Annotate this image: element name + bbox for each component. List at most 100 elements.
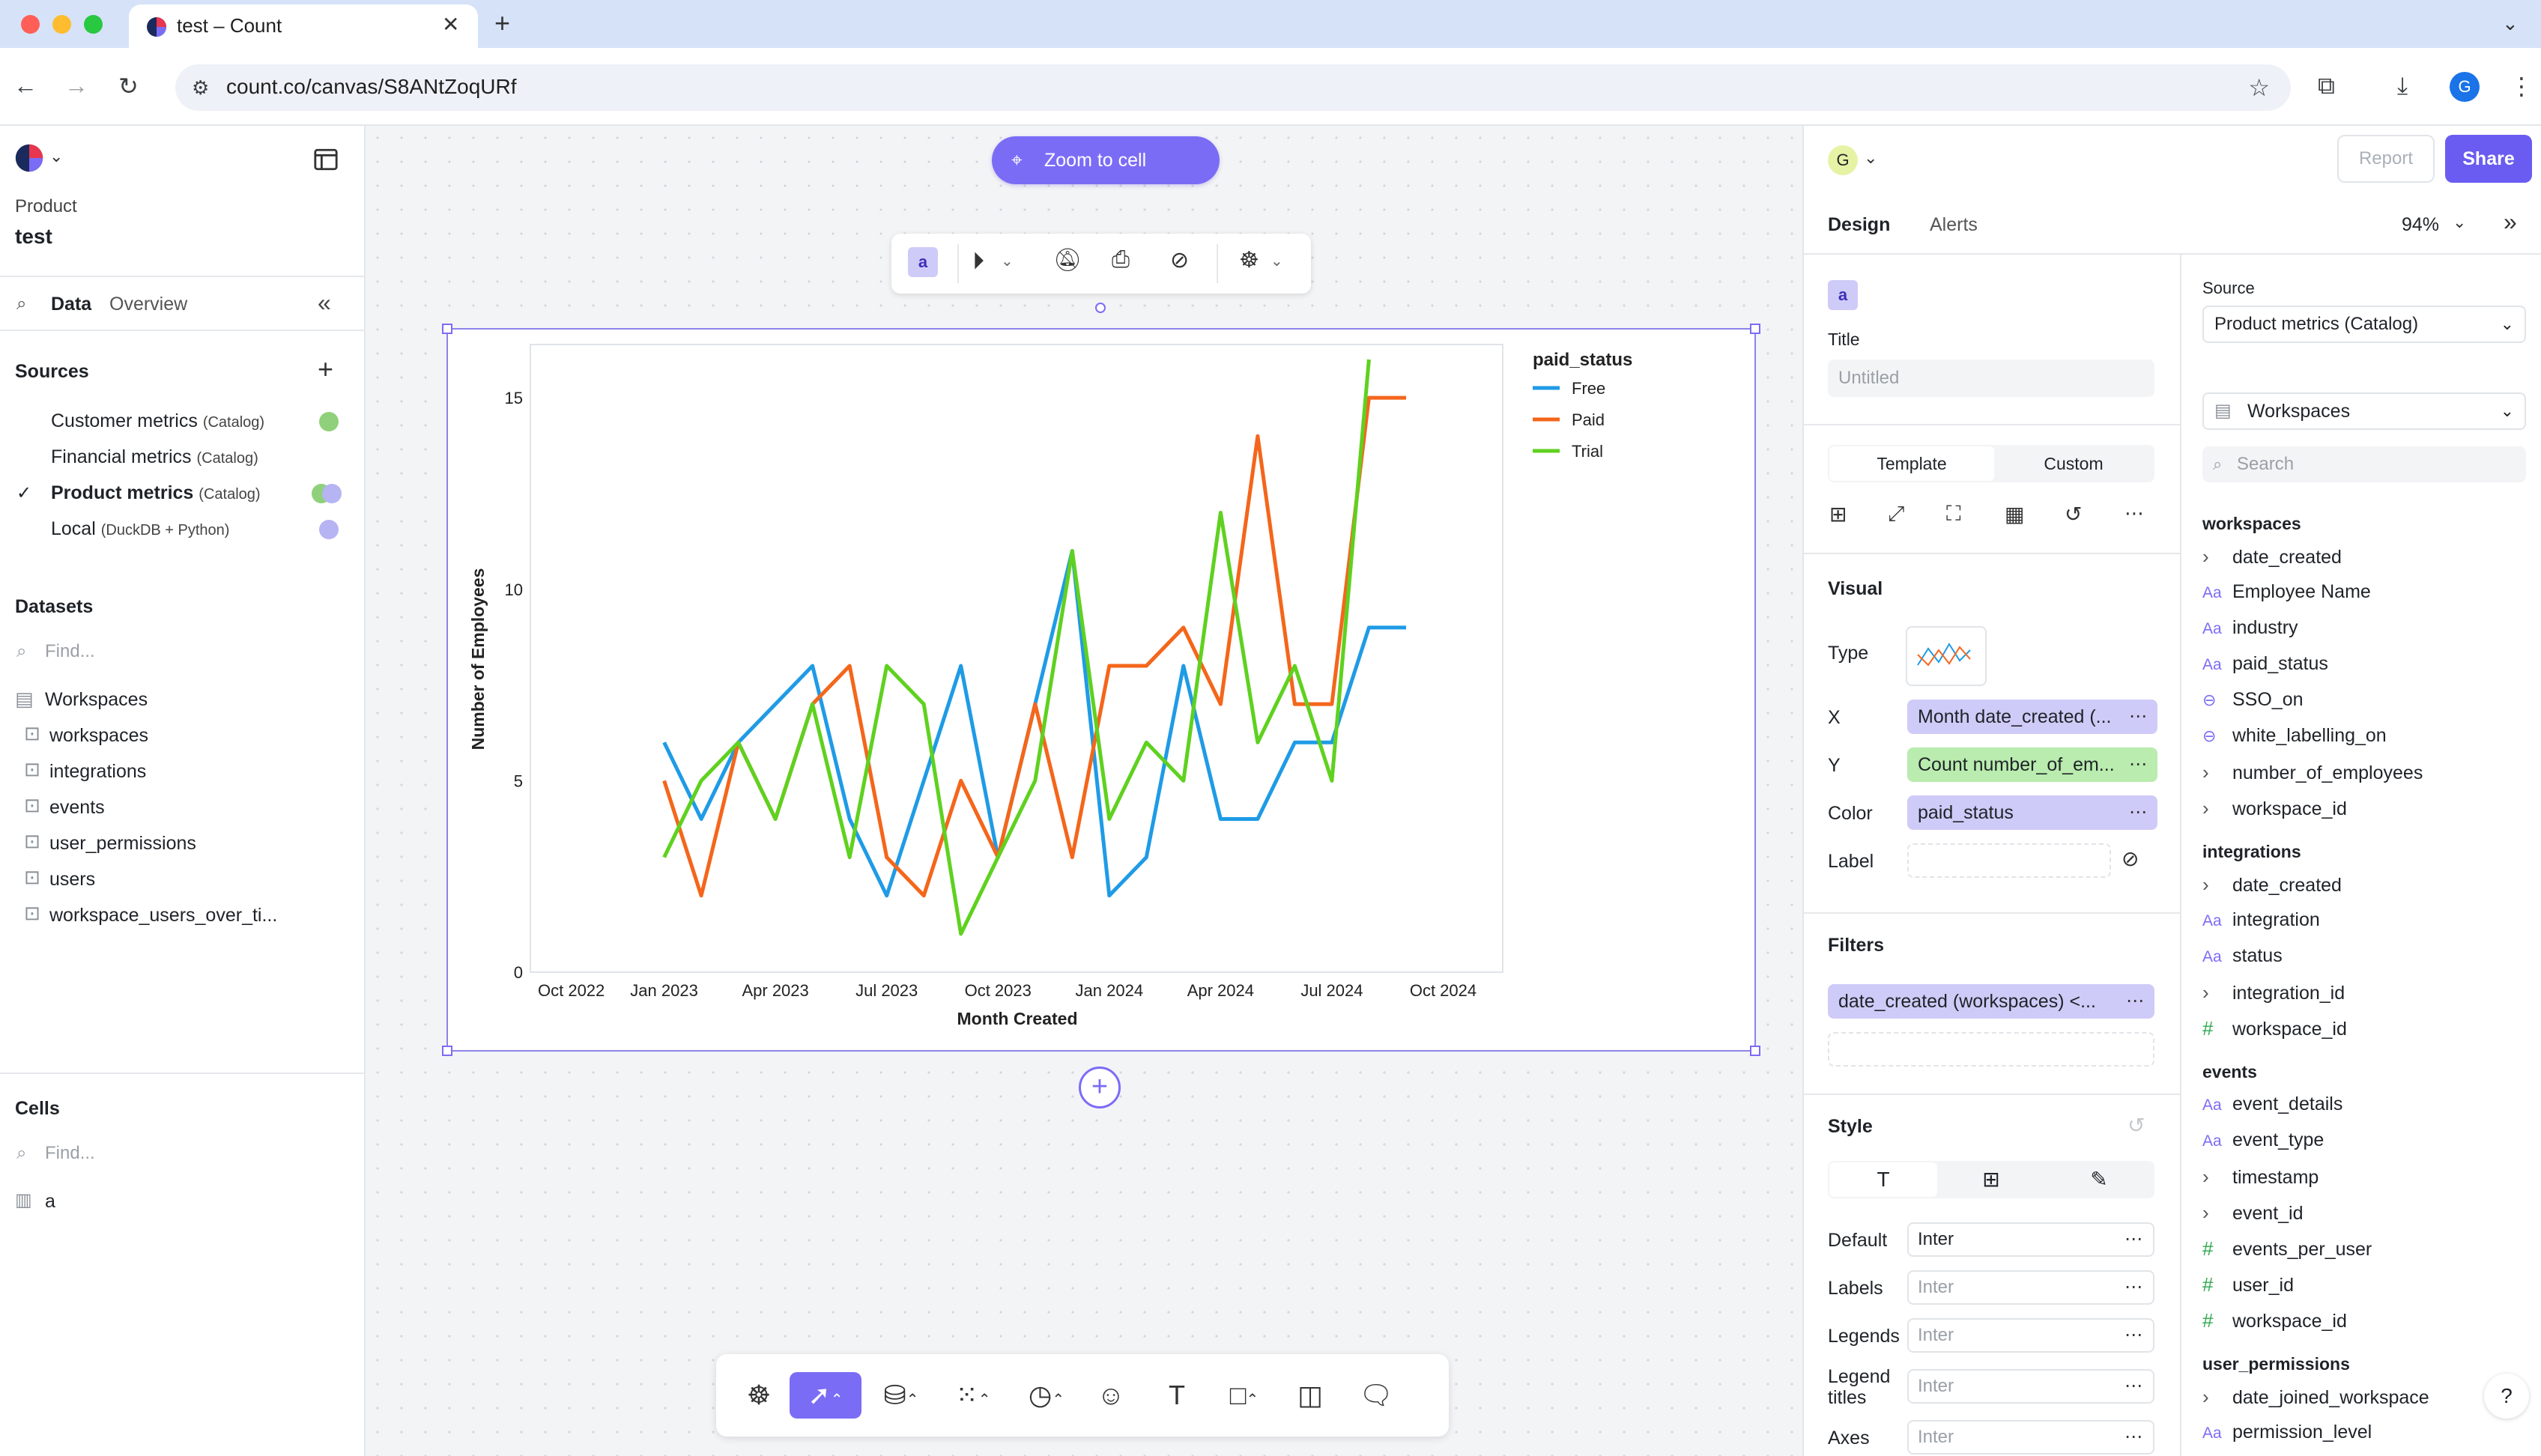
schema-field[interactable]: # workspace_id — [2202, 1309, 2347, 1332]
schema-field[interactable]: Aa permission_level — [2202, 1422, 2372, 1443]
chart-type-picker[interactable] — [1906, 626, 1987, 686]
legend-label[interactable]: Free — [1572, 379, 1605, 398]
more-icon[interactable]: ⋯ — [2124, 1229, 2142, 1249]
canvas[interactable]: ⌖ Zoom to cell a ⏵ ⌄ 🔕︎ ⎙ ⊘ ☸ ⌄ 0 5 10 15 O… — [366, 126, 1802, 1456]
url-text[interactable]: count.co/canvas/S8ANtZoqURf — [226, 75, 517, 98]
resize-handle[interactable] — [1750, 1046, 1760, 1056]
schema-field[interactable]: › workspace_id — [2202, 797, 2347, 820]
close-tab-icon[interactable]: ✕ — [442, 13, 460, 36]
count-logo-icon[interactable] — [13, 142, 45, 174]
x-field-pill[interactable]: Month date_created (... ⋯ — [1907, 700, 2157, 734]
brain-icon[interactable]: ☸ — [746, 1380, 772, 1410]
template-tab[interactable]: Template — [1829, 446, 1994, 481]
source-item-financial-metrics[interactable]: Financial metrics (Catalog) — [0, 443, 366, 473]
browser-tab[interactable]: test – Count ✕ — [129, 4, 478, 48]
schema-field[interactable]: Aa event_type — [2202, 1129, 2324, 1151]
play-icon[interactable]: ⏵ — [972, 247, 985, 274]
cell-item[interactable]: ▥ a — [0, 1188, 366, 1218]
schema-field[interactable]: › date_joined_workspace — [2202, 1386, 2429, 1409]
add-cell-button[interactable]: + — [1079, 1067, 1121, 1108]
source-item-product-metrics[interactable]: ✓ Product metrics (Catalog) — [0, 479, 366, 509]
reset-icon[interactable]: ↺ — [2127, 1114, 2145, 1137]
dataset-item[interactable]: ⊡ workspaces — [0, 722, 366, 752]
project-name[interactable]: test — [15, 225, 52, 248]
schema-search-input[interactable]: ⌕ Search — [2202, 446, 2526, 482]
font-select[interactable]: Inter ⋯ — [1907, 1369, 2154, 1404]
sticky-note-icon[interactable]: ☺ — [1097, 1380, 1125, 1410]
resize-handle[interactable] — [1750, 324, 1760, 334]
close-window-button[interactable] — [21, 15, 40, 34]
chevron-down-icon[interactable]: ⌄ — [1864, 148, 1878, 167]
tab-overview[interactable]: Overview — [109, 294, 188, 315]
schema-field[interactable]: Aa Employee Name — [2202, 581, 2371, 603]
eye-off-icon[interactable]: ⊘ — [2121, 847, 2139, 870]
font-select[interactable]: Inter ⋯ — [1907, 1420, 2154, 1455]
tab-design[interactable]: Design — [1828, 214, 1891, 235]
help-button[interactable]: ? — [2484, 1374, 2529, 1419]
address-bar[interactable]: ⚙ count.co/canvas/S8ANtZoqURf ☆ — [175, 64, 2291, 111]
table-icon[interactable]: ▦ — [2005, 503, 2025, 526]
grid-style-icon[interactable]: ⊞ — [1982, 1168, 2000, 1191]
schema-field[interactable]: › number_of_employees — [2202, 761, 2423, 784]
more-icon[interactable]: ⋯ — [2124, 1325, 2142, 1345]
schema-field[interactable]: › integration_id — [2202, 981, 2345, 1004]
schema-field[interactable]: › date_created — [2202, 873, 2342, 897]
export-file-icon[interactable]: ⎙ — [1112, 247, 1130, 272]
more-icon[interactable]: ⋯ — [2129, 706, 2147, 727]
tab-data[interactable]: Data — [51, 294, 92, 315]
tab-alerts[interactable]: Alerts — [1930, 214, 1978, 235]
expand-icon[interactable]: ⤢ — [1888, 502, 1905, 525]
dataset-group-workspaces[interactable]: ▤ Workspaces — [0, 686, 366, 716]
font-select[interactable]: Inter ⋯ — [1907, 1222, 2154, 1257]
more-icon[interactable]: ⋯ — [2124, 1376, 2142, 1396]
more-icon[interactable]: ⋯ — [2129, 754, 2147, 774]
legend-label[interactable]: Paid — [1572, 410, 1605, 429]
text-style-icon[interactable]: T — [1829, 1162, 1937, 1197]
text-icon[interactable]: T — [1169, 1380, 1185, 1410]
crop-icon[interactable]: ⛶ — [1946, 502, 1961, 525]
cell-badge[interactable]: a — [908, 247, 938, 277]
filter-drop-zone[interactable] — [1828, 1032, 2154, 1067]
profile-avatar[interactable]: G — [2450, 72, 2480, 102]
chevron-down-icon[interactable]: ⌄ — [49, 147, 64, 166]
maximize-window-button[interactable] — [84, 15, 103, 34]
schema-field[interactable]: Aa integration — [2202, 909, 2320, 931]
chart-cell[interactable]: 0 5 10 15 Oct 2022 Jan 2023 Apr 2023 Jul 2023 O… — [442, 324, 1760, 1056]
font-select[interactable]: Inter ⋯ — [1907, 1270, 2154, 1305]
schema-field[interactable]: ⊖ SSO_on — [2202, 689, 2304, 711]
title-input[interactable]: Untitled — [1828, 360, 2154, 397]
zoom-to-cell-button[interactable]: ⌖ Zoom to cell — [992, 136, 1220, 184]
more-icon[interactable]: ⋯ — [2129, 802, 2147, 822]
chevron-down-icon[interactable]: ⌄ — [2502, 12, 2519, 34]
forward-arrow-icon[interactable]: → — [64, 72, 88, 99]
schema-field[interactable]: › timestamp — [2202, 1165, 2319, 1189]
pointer-icon[interactable]: ➚⌃ — [790, 1372, 861, 1419]
reload-icon[interactable]: ↻ — [118, 73, 139, 100]
user-avatar[interactable]: G — [1828, 145, 1858, 175]
collapse-panel-icon[interactable]: » — [2504, 208, 2517, 235]
new-tab-icon[interactable]: + — [494, 7, 511, 38]
site-info-icon[interactable]: ⚙ — [192, 76, 210, 99]
chart-type-icon[interactable]: ⊞ — [1829, 503, 1847, 526]
cells-search-input[interactable]: Find... — [45, 1143, 95, 1163]
brain-icon[interactable]: ☸ — [1239, 248, 1259, 273]
undo-icon[interactable]: ↺ — [2065, 503, 2083, 526]
collapse-sidebar-icon[interactable]: « — [318, 289, 331, 316]
schema-field[interactable]: # user_id — [2202, 1273, 2294, 1296]
schema-field[interactable]: Aa status — [2202, 945, 2283, 967]
dataset-item[interactable]: ⊡ user_permissions — [0, 830, 366, 860]
schema-field[interactable]: Aa paid_status — [2202, 653, 2328, 675]
label-drop-zone[interactable] — [1907, 843, 2111, 878]
database-icon[interactable]: ⛁⌃ — [883, 1380, 919, 1410]
extensions-icon[interactable]: ⧉ — [2318, 72, 2335, 99]
font-select[interactable]: Inter ⋯ — [1907, 1318, 2154, 1353]
back-arrow-icon[interactable]: ← — [13, 72, 37, 99]
chevron-down-icon[interactable]: ⌄ — [2453, 213, 2467, 231]
resize-handle[interactable] — [442, 1046, 452, 1056]
source-item-customer-metrics[interactable]: Customer metrics (Catalog) — [0, 407, 366, 437]
source-select[interactable]: Product metrics (Catalog) ⌄ — [2202, 306, 2526, 343]
y-field-pill[interactable]: Count number_of_em... ⋯ — [1907, 747, 2157, 782]
dataset-item[interactable]: ⊡ integrations — [0, 758, 366, 788]
shape-icon[interactable]: □⌃ — [1229, 1380, 1259, 1410]
download-icon[interactable]: ⤓ — [2397, 72, 2408, 99]
